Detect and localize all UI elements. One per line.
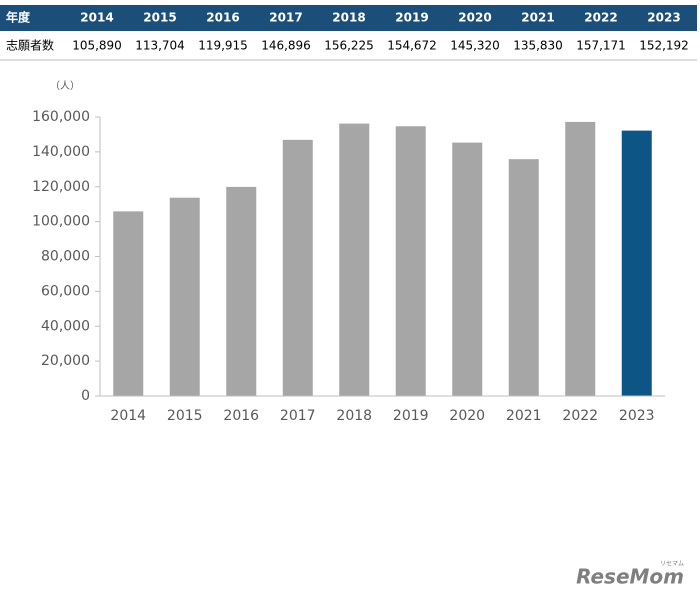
y-tick-label: 40,000 xyxy=(41,318,90,334)
bar xyxy=(621,130,652,396)
bar xyxy=(339,123,370,397)
table-cell: 146,896 xyxy=(261,39,311,53)
y-tick-label: 20,000 xyxy=(41,353,90,369)
table-header-cell: 2016 xyxy=(206,11,239,25)
table-header-cell: 2014 xyxy=(80,11,113,25)
y-tick-label: 120,000 xyxy=(32,179,90,195)
table-cell: 145,320 xyxy=(450,39,500,53)
table-header-cell: 2017 xyxy=(269,11,302,25)
y-tick-label: 140,000 xyxy=(32,144,90,160)
bar xyxy=(282,139,313,396)
table-cell: 135,830 xyxy=(513,39,563,53)
table-cell: 152,192 xyxy=(639,39,689,53)
bar xyxy=(113,211,144,396)
y-tick-label: 100,000 xyxy=(32,214,90,230)
watermark: ReseMom xyxy=(576,565,684,589)
y-axis-label: （人） xyxy=(50,80,80,92)
table-header-cell: 2015 xyxy=(143,11,176,25)
table-cell: 105,890 xyxy=(72,39,122,53)
table-header-cell: 2019 xyxy=(395,11,428,25)
x-tick-label: 2016 xyxy=(223,408,259,424)
bar xyxy=(565,121,596,396)
table-cell: 154,672 xyxy=(387,39,437,53)
table-cell: 113,704 xyxy=(135,39,185,53)
x-tick-label: 2022 xyxy=(562,408,598,424)
x-tick-label: 2021 xyxy=(506,408,542,424)
bar xyxy=(395,126,426,396)
table-cell: 156,225 xyxy=(324,39,374,53)
x-tick-label: 2018 xyxy=(336,408,372,424)
table-header-cell: 2021 xyxy=(521,11,554,25)
y-tick-label: 60,000 xyxy=(41,283,90,299)
table-header-cell: 2022 xyxy=(584,11,617,25)
x-tick-label: 2019 xyxy=(393,408,429,424)
table-cell: 119,915 xyxy=(198,39,248,53)
bar xyxy=(508,159,539,396)
table-header-cell: 年度 xyxy=(6,10,31,25)
y-tick-label: 80,000 xyxy=(41,249,90,265)
table-header-cell: 2020 xyxy=(458,11,491,25)
y-tick-label: 0 xyxy=(81,388,90,404)
table-cell: 志願者数 xyxy=(6,38,54,53)
x-tick-label: 2014 xyxy=(110,408,146,424)
table-cell: 157,171 xyxy=(576,39,626,53)
watermark-ruby: リセマム xyxy=(660,561,684,568)
bar xyxy=(452,142,483,396)
x-tick-label: 2023 xyxy=(619,408,655,424)
x-tick-label: 2017 xyxy=(280,408,316,424)
y-tick-label: 160,000 xyxy=(32,109,90,125)
table-header-cell: 2023 xyxy=(647,11,680,25)
table-header-cell: 2018 xyxy=(332,11,365,25)
bar xyxy=(169,197,200,396)
bar xyxy=(226,186,257,396)
x-tick-label: 2020 xyxy=(449,408,485,424)
x-tick-label: 2015 xyxy=(167,408,203,424)
table-header-bg xyxy=(0,5,697,31)
